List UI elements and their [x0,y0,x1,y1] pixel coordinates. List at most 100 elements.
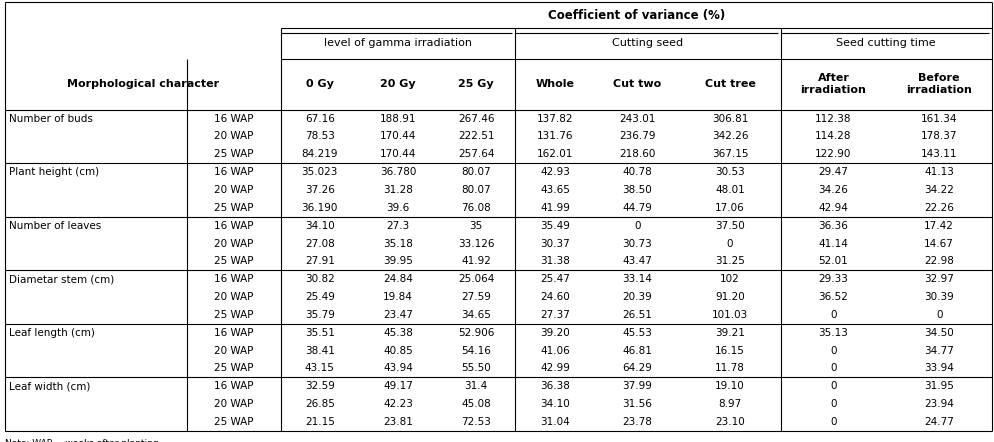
Text: 178.37: 178.37 [920,131,957,141]
Text: 122.90: 122.90 [815,149,852,159]
Text: 17.06: 17.06 [715,203,745,213]
Text: 30.73: 30.73 [622,239,652,248]
Text: 43.65: 43.65 [541,185,571,195]
Text: 188.91: 188.91 [380,114,416,124]
Text: 25 WAP: 25 WAP [214,256,253,267]
Text: 29.33: 29.33 [818,274,849,284]
Text: 114.28: 114.28 [815,131,852,141]
Text: 35.023: 35.023 [301,167,338,177]
Text: 52.01: 52.01 [819,256,848,267]
Text: 91.20: 91.20 [715,292,745,302]
Text: 267.46: 267.46 [458,114,494,124]
Text: 34.26: 34.26 [818,185,849,195]
Text: 21.15: 21.15 [305,417,335,427]
Text: 38.50: 38.50 [622,185,652,195]
Text: 27.59: 27.59 [461,292,491,302]
Text: 44.79: 44.79 [622,203,652,213]
Text: 42.23: 42.23 [383,399,413,409]
Text: 36.780: 36.780 [380,167,416,177]
Text: 41.13: 41.13 [924,167,954,177]
Text: 0: 0 [830,417,837,427]
Text: 80.07: 80.07 [461,185,491,195]
Text: level of gamma irradiation: level of gamma irradiation [324,38,472,48]
Text: 39.20: 39.20 [541,328,571,338]
Text: 42.94: 42.94 [818,203,849,213]
Text: 161.34: 161.34 [920,114,957,124]
Text: 17.42: 17.42 [924,221,954,231]
Text: 25.49: 25.49 [305,292,335,302]
Text: 35.13: 35.13 [818,328,849,338]
Text: 34.50: 34.50 [924,328,954,338]
Text: 24.60: 24.60 [541,292,571,302]
Text: 35: 35 [469,221,483,231]
Text: 45.38: 45.38 [383,328,413,338]
Text: 55.50: 55.50 [461,363,491,373]
Text: 23.78: 23.78 [622,417,652,427]
Text: 102: 102 [720,274,740,284]
Text: 16 WAP: 16 WAP [214,114,253,124]
Text: 20 WAP: 20 WAP [214,239,253,248]
Text: Seed cutting time: Seed cutting time [837,38,936,48]
Text: 27.37: 27.37 [541,310,571,320]
Text: 37.99: 37.99 [622,381,652,391]
Text: 25 WAP: 25 WAP [214,149,253,159]
Text: 31.4: 31.4 [464,381,488,391]
Text: 36.36: 36.36 [818,221,849,231]
Text: 22.98: 22.98 [924,256,954,267]
Text: 35.79: 35.79 [305,310,335,320]
Text: 27.91: 27.91 [305,256,335,267]
Text: 0: 0 [830,310,837,320]
Text: 31.95: 31.95 [924,381,954,391]
Text: 25 WAP: 25 WAP [214,310,253,320]
Text: 36.52: 36.52 [818,292,849,302]
Text: 41.99: 41.99 [541,203,571,213]
Text: 32.97: 32.97 [924,274,954,284]
Text: 45.53: 45.53 [622,328,652,338]
Text: 19.10: 19.10 [715,381,745,391]
Text: 41.92: 41.92 [461,256,491,267]
Text: 34.10: 34.10 [305,221,335,231]
Text: 20 WAP: 20 WAP [214,185,253,195]
Text: 43.15: 43.15 [305,363,335,373]
Text: 20.39: 20.39 [622,292,652,302]
Text: 0 Gy: 0 Gy [306,79,334,89]
Text: 34.65: 34.65 [461,310,491,320]
Text: 0: 0 [830,363,837,373]
Text: 52.906: 52.906 [458,328,494,338]
Text: Cutting seed: Cutting seed [612,38,684,48]
Text: 31.38: 31.38 [541,256,571,267]
Text: 0: 0 [830,399,837,409]
Text: 26.51: 26.51 [622,310,652,320]
Text: 34.22: 34.22 [924,185,954,195]
Text: 39.6: 39.6 [387,203,410,213]
Text: 76.08: 76.08 [461,203,491,213]
Text: 0: 0 [727,239,734,248]
Text: Plant height (cm): Plant height (cm) [9,167,99,177]
Text: 30.82: 30.82 [305,274,335,284]
Text: 19.84: 19.84 [383,292,413,302]
Text: 43.47: 43.47 [622,256,652,267]
Text: 49.17: 49.17 [383,381,413,391]
Text: 342.26: 342.26 [712,131,748,141]
Text: 367.15: 367.15 [712,149,748,159]
Text: 25 WAP: 25 WAP [214,363,253,373]
Text: 41.06: 41.06 [541,346,571,356]
Text: 243.01: 243.01 [619,114,656,124]
Text: 20 Gy: 20 Gy [380,79,415,89]
Text: 222.51: 222.51 [458,131,494,141]
Text: 33.14: 33.14 [622,274,652,284]
Text: Before
irradiation: Before irradiation [907,73,972,95]
Text: 29.47: 29.47 [818,167,849,177]
Text: 112.38: 112.38 [815,114,852,124]
Text: 31.25: 31.25 [715,256,745,267]
Text: 14.67: 14.67 [924,239,954,248]
Text: 23.81: 23.81 [383,417,413,427]
Text: 30.39: 30.39 [924,292,954,302]
Text: 20 WAP: 20 WAP [214,346,253,356]
Text: 42.99: 42.99 [541,363,571,373]
Text: 32.59: 32.59 [305,381,335,391]
Text: 34.77: 34.77 [924,346,954,356]
Text: Coefficient of variance (%): Coefficient of variance (%) [548,8,725,22]
Text: 8.97: 8.97 [719,399,742,409]
Text: Morphological character: Morphological character [67,79,219,89]
